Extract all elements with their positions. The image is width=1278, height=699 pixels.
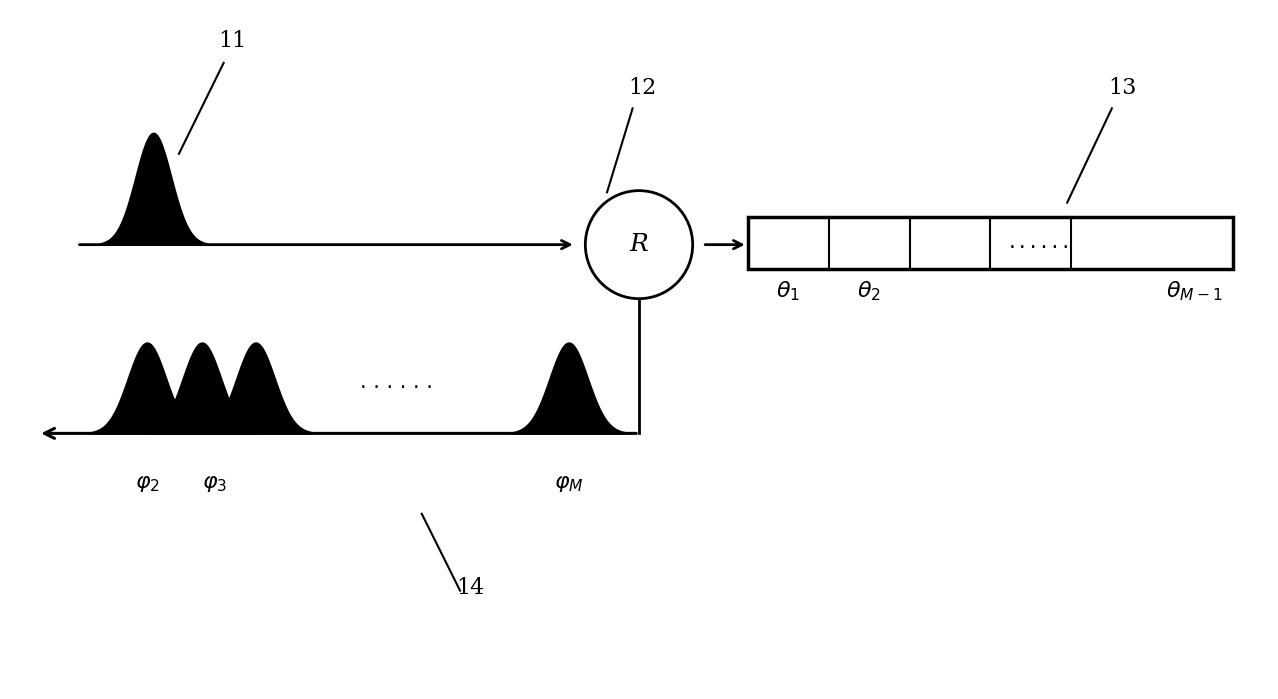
Text: $\varphi_2$: $\varphi_2$ [134,472,160,493]
Text: $\theta_1$: $\theta_1$ [776,280,800,303]
Text: · · · · · ·: · · · · · · [359,378,433,398]
Text: $\theta_{M-1}$: $\theta_{M-1}$ [1166,280,1223,303]
Text: R: R [630,233,648,256]
Bar [748,217,1233,269]
Text: 12: 12 [629,78,657,99]
Ellipse shape [585,191,693,298]
Text: 14: 14 [456,577,484,599]
Text: $\varphi_3$: $\varphi_3$ [202,472,227,493]
Text: $\varphi_M$: $\varphi_M$ [553,472,584,493]
Text: ......: ...... [1006,234,1072,252]
Text: $\theta_2$: $\theta_2$ [858,280,881,303]
Text: 13: 13 [1108,78,1136,99]
Text: 11: 11 [219,31,247,52]
